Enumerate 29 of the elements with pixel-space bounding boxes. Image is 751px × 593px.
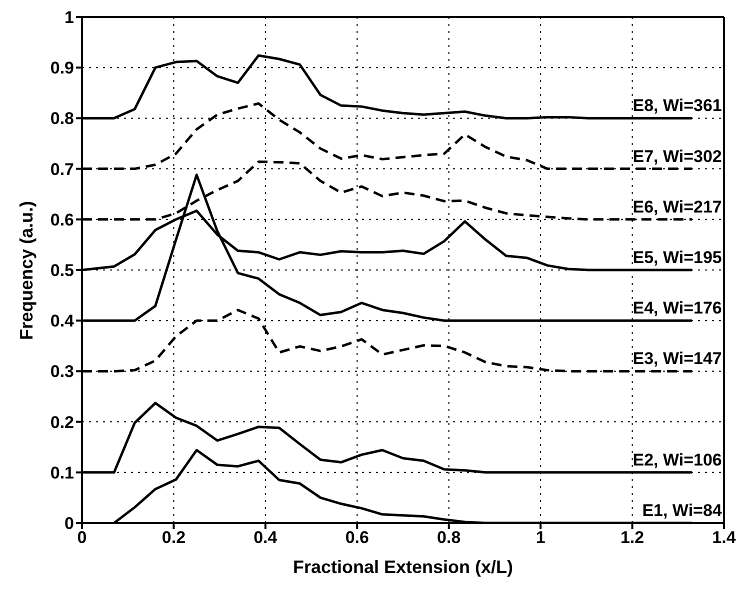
x-tick-label: 1.2 bbox=[620, 528, 644, 548]
y-tick-label: 0.2 bbox=[50, 412, 74, 432]
y-tick-label: 0.3 bbox=[50, 362, 74, 382]
y-tick-label: 1 bbox=[64, 8, 74, 28]
y-tick-label: 0.4 bbox=[50, 312, 75, 331]
x-tick-label: 1 bbox=[536, 528, 546, 548]
y-tick-label: 0.9 bbox=[50, 58, 74, 78]
x-tick-label: 0 bbox=[77, 528, 87, 548]
series-label: E6, Wi=217 bbox=[632, 197, 722, 216]
x-tick-label: 0.2 bbox=[162, 528, 186, 548]
x-tick-label: 0.6 bbox=[345, 528, 369, 548]
y-axis-title: Frequency (a.u.) bbox=[16, 200, 36, 340]
x-tick-label: 1.4 bbox=[712, 528, 736, 548]
series-label: E1, Wi=84 bbox=[642, 501, 722, 520]
x-tick-label: 0.8 bbox=[437, 528, 461, 548]
series-label: E8, Wi=361 bbox=[632, 96, 722, 116]
series-label: E7, Wi=302 bbox=[632, 146, 722, 166]
x-axis-title: Fractional Extension (x/L) bbox=[292, 557, 514, 577]
y-tick-label: 0.6 bbox=[50, 210, 74, 230]
y-tick-label: 0.7 bbox=[50, 160, 74, 179]
series-label: E5, Wi=195 bbox=[632, 248, 722, 267]
x-tick-label: 0.4 bbox=[254, 528, 278, 548]
series-label: E3, Wi=147 bbox=[632, 349, 722, 368]
series-label: E4, Wi=176 bbox=[632, 298, 722, 318]
y-tick-label: 0 bbox=[64, 514, 74, 534]
y-tick-label: 0.5 bbox=[50, 261, 74, 280]
y-tick-label: 0.1 bbox=[50, 463, 74, 482]
y-tick-label: 0.8 bbox=[50, 109, 74, 128]
series-label: E2, Wi=106 bbox=[632, 450, 722, 470]
